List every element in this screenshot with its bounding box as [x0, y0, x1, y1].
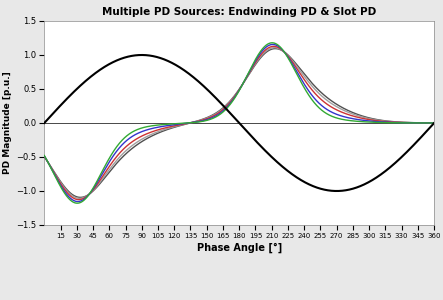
Title: Multiple PD Sources: Endwinding PD & Slot PD: Multiple PD Sources: Endwinding PD & Slo… [102, 8, 377, 17]
Y-axis label: PD Magnitude [p.u.]: PD Magnitude [p.u.] [4, 72, 12, 174]
X-axis label: Phase Angle [°]: Phase Angle [°] [197, 243, 282, 253]
